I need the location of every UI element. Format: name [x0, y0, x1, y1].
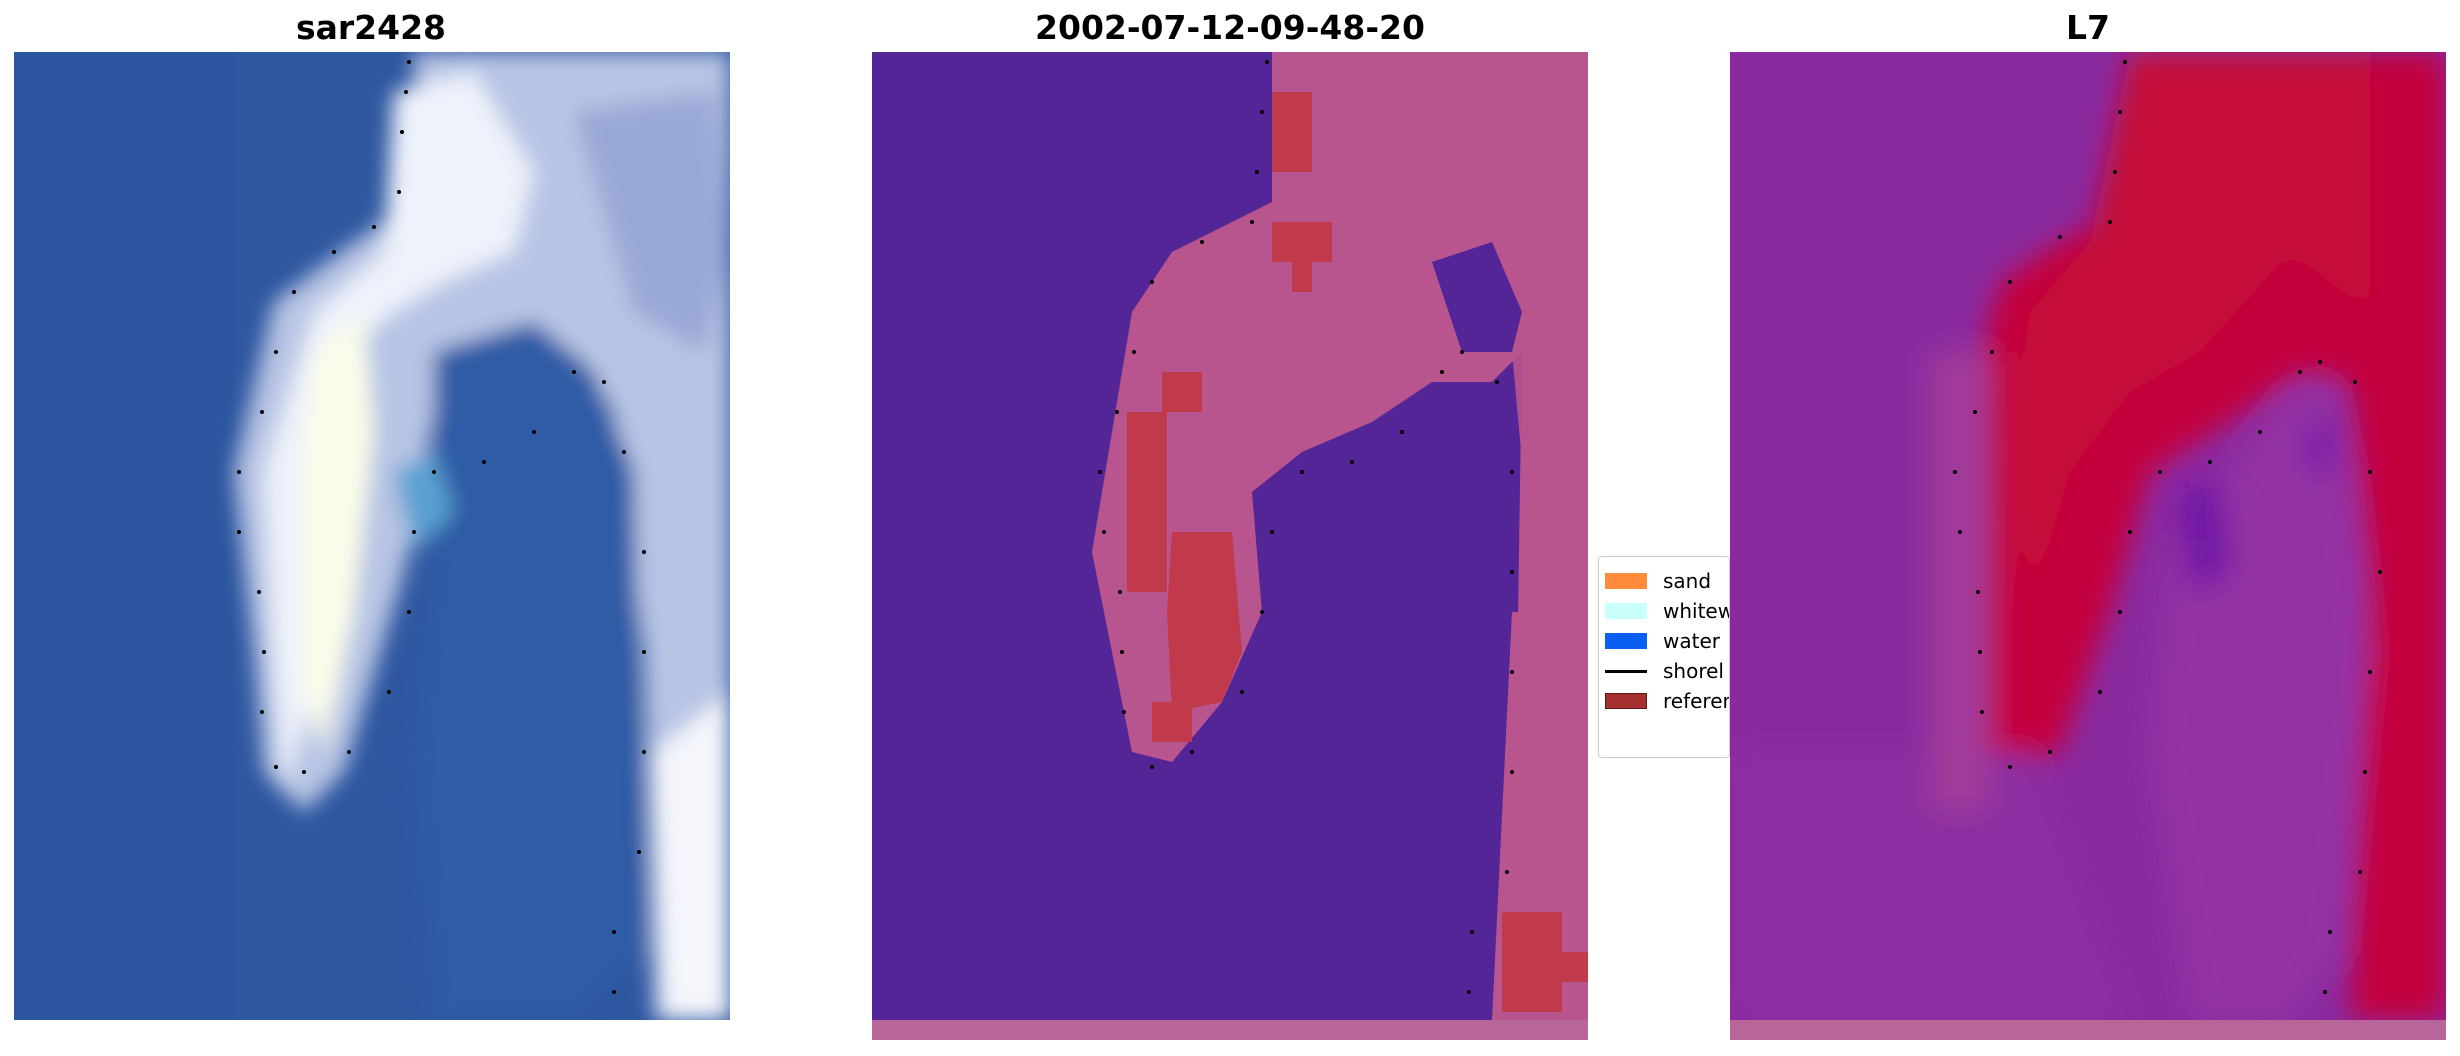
- legend-line-shoreline: [1605, 669, 1647, 673]
- legend-item-reference: referen: [1605, 687, 1730, 715]
- classified-image-panel: [872, 52, 1588, 1040]
- classified-image: [872, 52, 1588, 1040]
- rgb-image: [14, 52, 730, 1020]
- legend-item-sand: sand: [1605, 567, 1711, 595]
- legend-item-water: water: [1605, 627, 1720, 655]
- legend-label-sand: sand: [1663, 569, 1712, 593]
- rgb-image-panel: [14, 52, 730, 1020]
- panel-title-index: L7: [2066, 8, 2110, 47]
- legend-label-reference: referen: [1663, 689, 1730, 713]
- panel-title-classified: 2002-07-12-09-48-20: [1035, 8, 1425, 47]
- legend-label-water: water: [1663, 629, 1720, 653]
- legend-item-whitewater: whitew: [1605, 597, 1730, 625]
- legend-swatch-sand: [1605, 573, 1647, 589]
- index-image-panel: [1730, 52, 2446, 1040]
- legend-label-shoreline: shorel: [1663, 659, 1724, 683]
- legend-item-shoreline: shorel: [1605, 657, 1724, 685]
- index-image: [1730, 52, 2446, 1040]
- panel-title-rgb: sar2428: [295, 8, 447, 47]
- legend: sand whitew water shorel referen: [1598, 556, 1730, 758]
- legend-label-whitewater: whitew: [1663, 599, 1730, 623]
- legend-swatch-water: [1605, 633, 1647, 649]
- legend-swatch-whitewater: [1605, 603, 1647, 619]
- legend-swatch-reference: [1605, 693, 1647, 709]
